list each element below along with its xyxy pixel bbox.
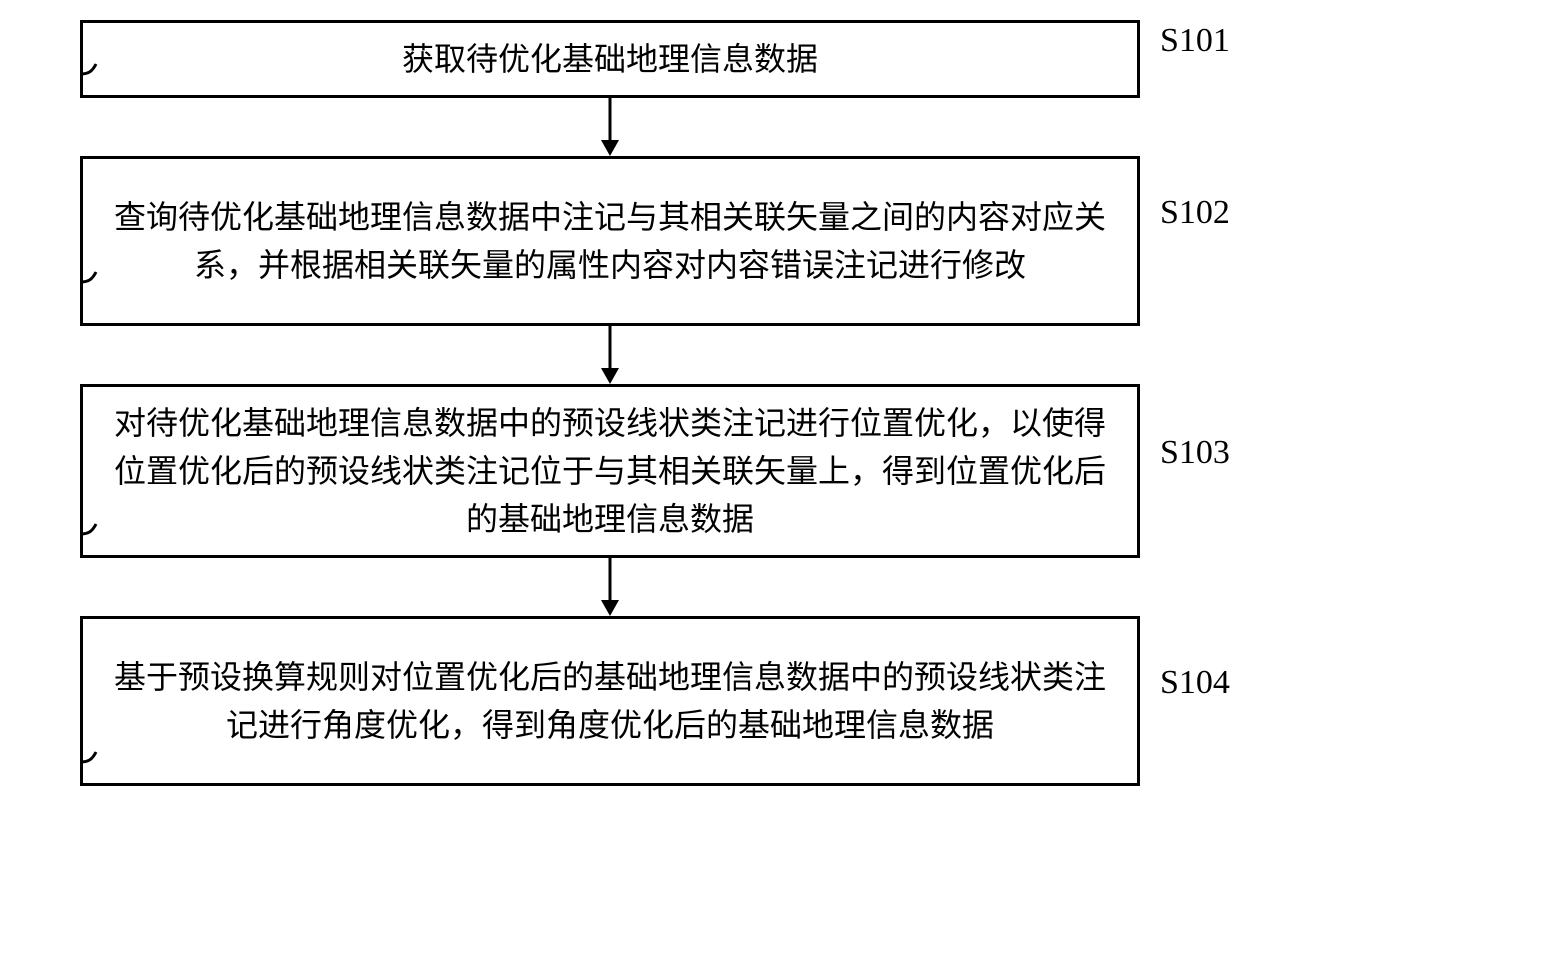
step-row-s101: 获取待优化基础地理信息数据 S101 xyxy=(80,20,1480,98)
arrow-connector-3 xyxy=(80,558,1140,616)
arrow-icon xyxy=(598,98,622,156)
step-label-s104: S104 xyxy=(1160,664,1230,702)
step-label-s103: S103 xyxy=(1160,434,1230,472)
step-label-s102: S102 xyxy=(1160,194,1230,232)
label-connector-s104 xyxy=(80,692,110,780)
step-row-s102: 查询待优化基础地理信息数据中注记与其相关联矢量之间的内容对应关系，并根据相关联矢… xyxy=(80,156,1480,326)
step-text: 获取待优化基础地理信息数据 xyxy=(402,35,818,83)
label-connector-s102 xyxy=(80,222,110,302)
arrow-icon xyxy=(598,558,622,616)
label-connector-s103 xyxy=(80,462,110,552)
step-box-s103: 对待优化基础地理信息数据中的预设线状类注记进行位置优化，以使得位置优化后的预设线… xyxy=(80,384,1140,558)
step-row-s103: 对待优化基础地理信息数据中的预设线状类注记进行位置优化，以使得位置优化后的预设线… xyxy=(80,384,1480,558)
step-box-s102: 查询待优化基础地理信息数据中注记与其相关联矢量之间的内容对应关系，并根据相关联矢… xyxy=(80,156,1140,326)
step-label-s101: S101 xyxy=(1160,22,1230,60)
arrow-connector-2 xyxy=(80,326,1140,384)
step-box-s101: 获取待优化基础地理信息数据 xyxy=(80,20,1140,98)
flowchart-container: 获取待优化基础地理信息数据 S101 查询待优化基础地理信息数据中注记与其相关联… xyxy=(80,20,1480,786)
label-connector-s101 xyxy=(80,50,110,90)
step-text: 对待优化基础地理信息数据中的预设线状类注记进行位置优化，以使得位置优化后的预设线… xyxy=(103,399,1117,543)
arrow-connector-1 xyxy=(80,98,1140,156)
step-text: 查询待优化基础地理信息数据中注记与其相关联矢量之间的内容对应关系，并根据相关联矢… xyxy=(103,193,1117,289)
arrow-icon xyxy=(598,326,622,384)
step-box-s104: 基于预设换算规则对位置优化后的基础地理信息数据中的预设线状类注记进行角度优化，得… xyxy=(80,616,1140,786)
step-row-s104: 基于预设换算规则对位置优化后的基础地理信息数据中的预设线状类注记进行角度优化，得… xyxy=(80,616,1480,786)
step-text: 基于预设换算规则对位置优化后的基础地理信息数据中的预设线状类注记进行角度优化，得… xyxy=(103,653,1117,749)
